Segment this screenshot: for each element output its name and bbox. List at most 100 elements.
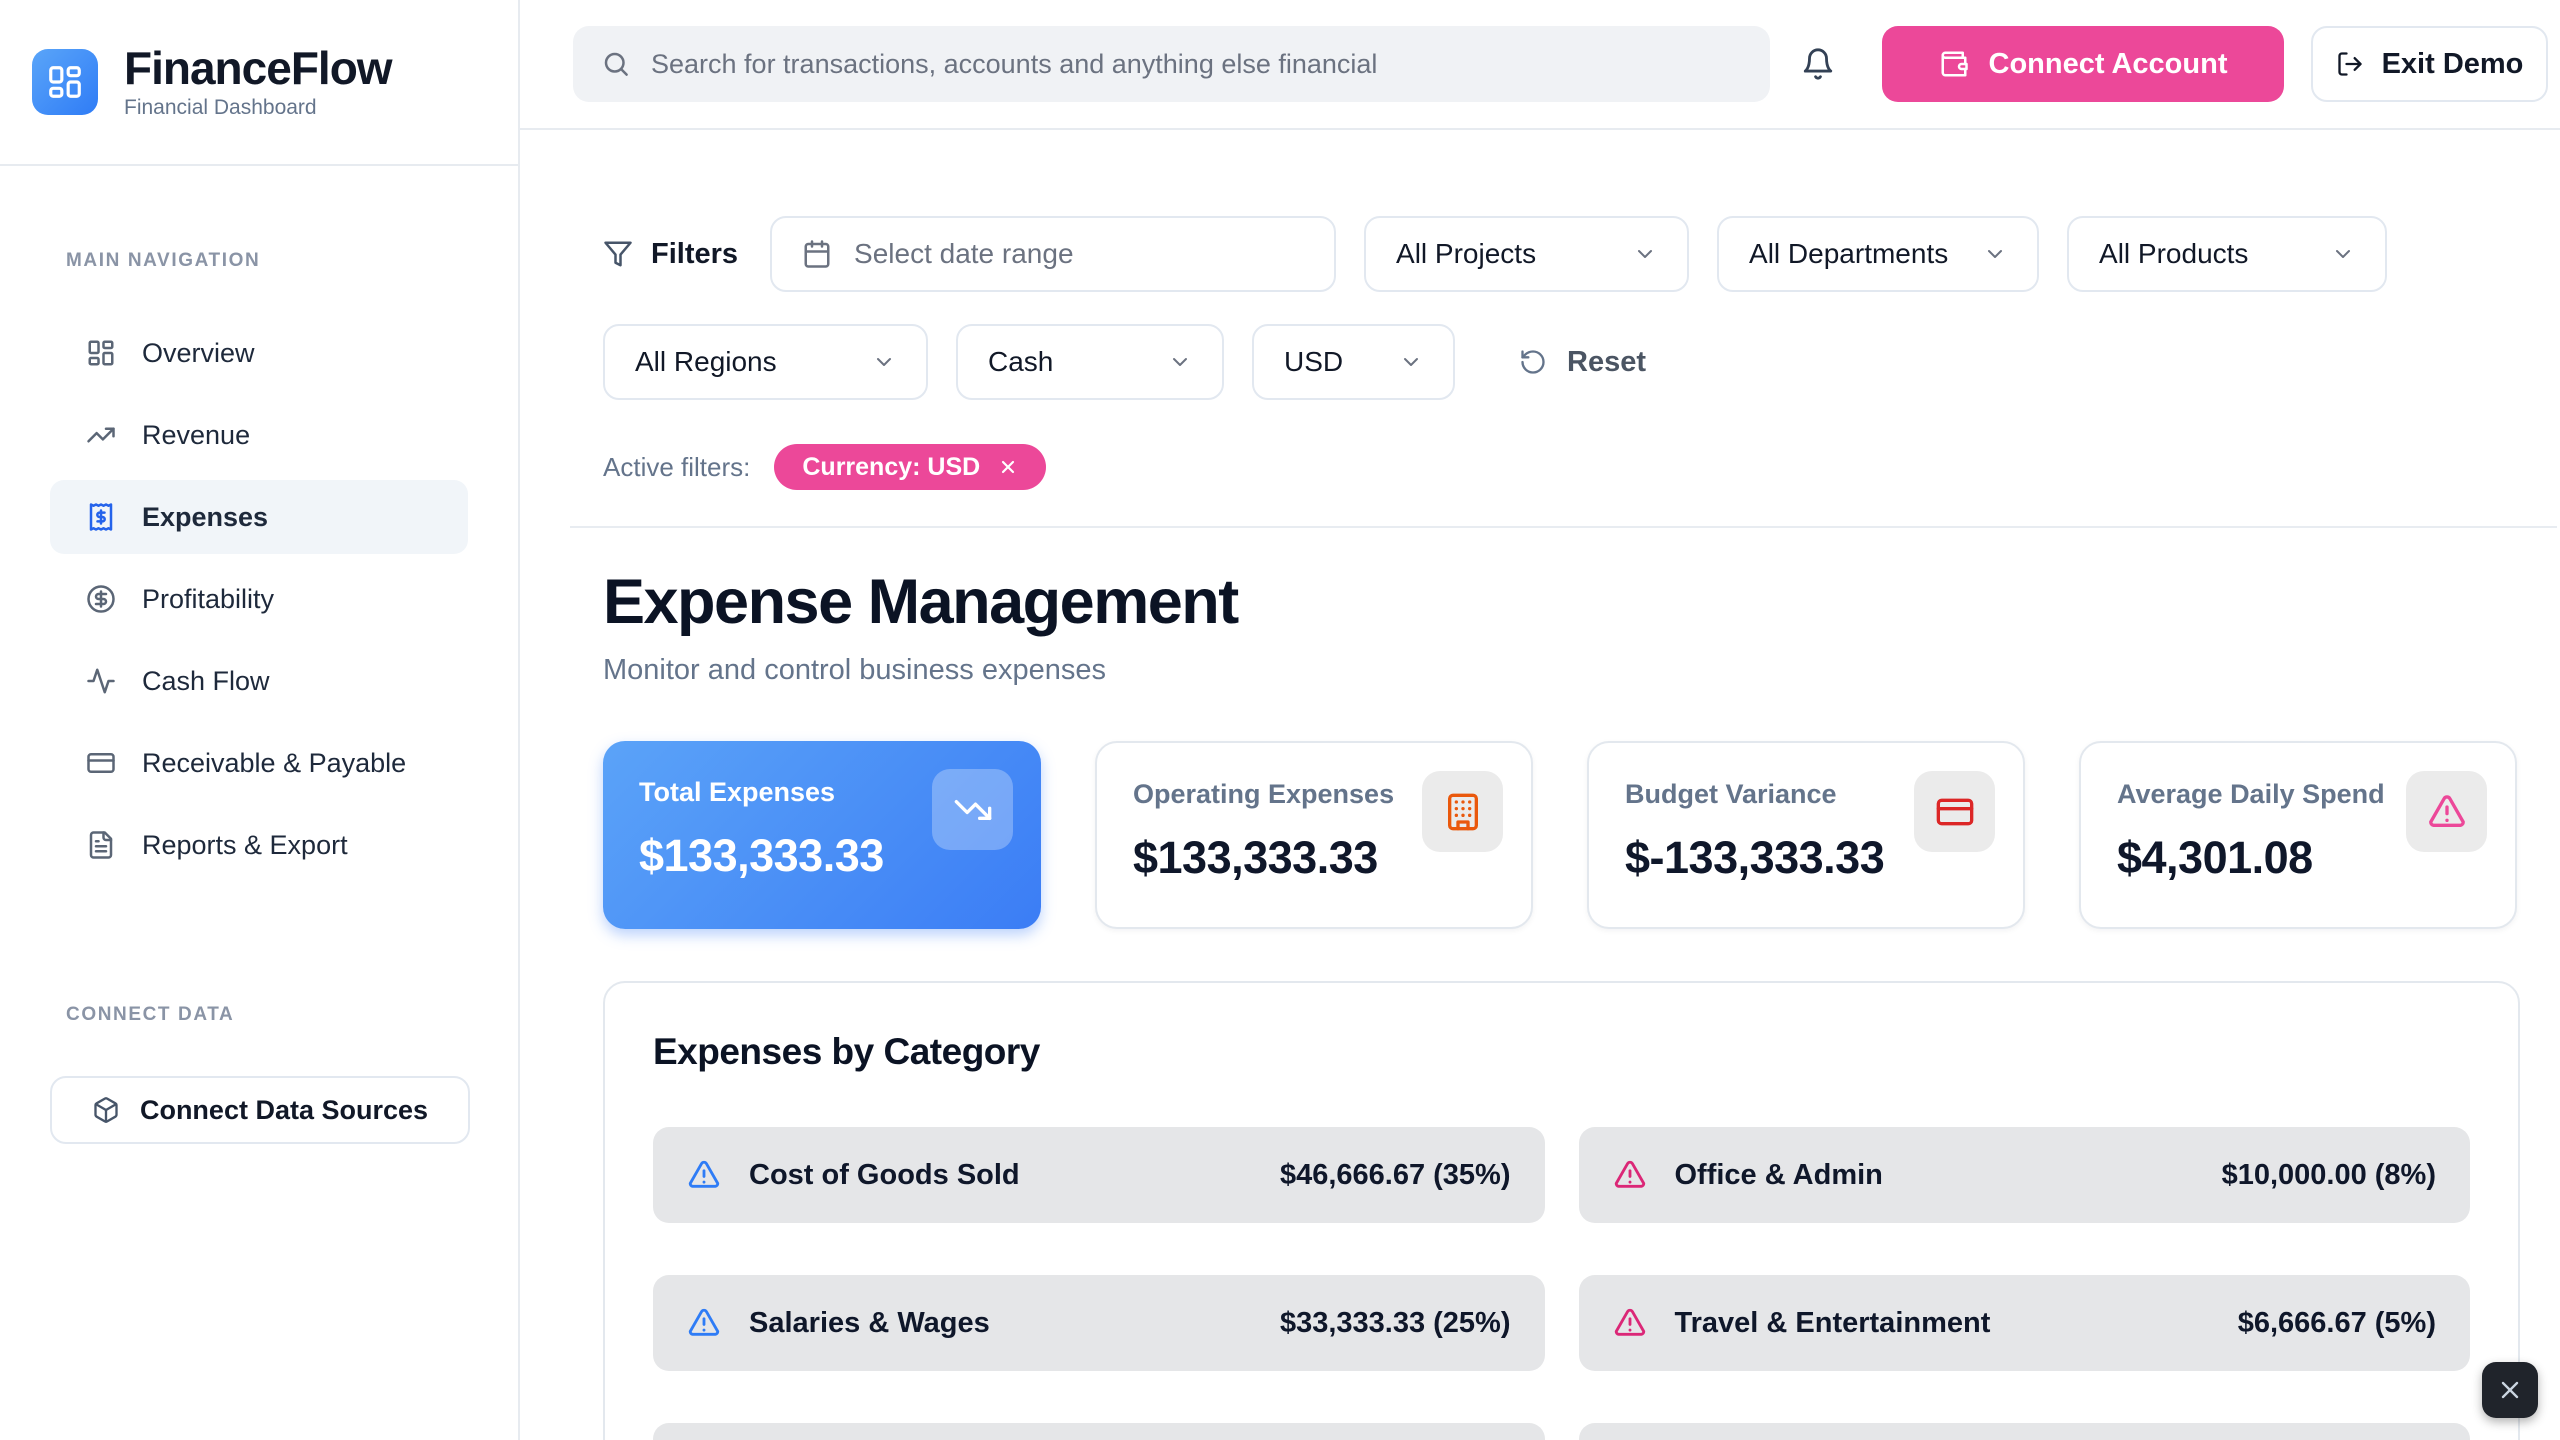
trending-down-icon [932,769,1013,850]
projects-select-value: All Projects [1396,238,1537,269]
bell-icon [1801,47,1835,81]
layout-dashboard-icon [86,338,116,368]
active-filters-row: Active filters: Currency: USD [603,444,2560,490]
kpi-cards: Total Expenses $133,333.33 Operating Exp… [603,741,2560,929]
sidebar-item-label: Reports & Export [142,829,348,860]
alert-triangle-icon [1613,1306,1647,1340]
kpi-average-daily-spend: Average Daily Spend $4,301.08 [2079,741,2517,929]
reset-label: Reset [1567,345,1646,378]
alert-triangle-icon [2406,771,2487,852]
chevron-down-icon [1399,350,1423,374]
exit-demo-button[interactable]: Exit Demo [2311,26,2548,102]
sidebar-item-reports-export[interactable]: Reports & Export [50,808,468,882]
chevron-down-icon [1168,350,1192,374]
notifications-button[interactable] [1794,40,1842,88]
products-select[interactable]: All Products [2067,216,2388,292]
category-value: $6,666.67 (5%) [2237,1306,2436,1339]
connect-account-label: Connect Account [1988,47,2228,80]
connect-account-button[interactable]: Connect Account [1882,26,2284,102]
kpi-value: $133,333.33 [639,830,884,881]
chevron-down-icon [1633,242,1657,266]
rotate-ccw-icon [1519,348,1547,376]
kpi-total-expenses: Total Expenses $133,333.33 [603,741,1041,929]
chevron-down-icon [1983,242,2007,266]
filter-funnel-icon [603,239,633,269]
payment-method-select[interactable]: Cash [956,324,1224,400]
kpi-label: Average Daily Spend [2117,779,2385,809]
category-row-professional-services: Professional Services $3,333.33 (3%) [1578,1423,2470,1440]
nav-section-title: MAIN NAVIGATION [66,250,261,271]
active-filter-chip[interactable]: Currency: USD [774,444,1047,490]
page-subtitle: Monitor and control business expenses [603,654,1106,686]
category-row-salaries-wages: Salaries & Wages $33,333.33 (25%) [653,1275,1545,1371]
regions-select-value: All Regions [635,346,777,377]
calendar-icon [802,239,832,269]
sidebar-item-label: Receivable & Payable [142,747,407,778]
kpi-value: $4,301.08 [2117,832,2313,883]
currency-select-value: USD [1284,346,1344,377]
reset-filters-button[interactable]: Reset [1519,346,1646,379]
kpi-budget-variance: Budget Variance $-133,333.33 [1587,741,2025,929]
filters-row-2: All Regions Cash USD Reset [603,324,2560,400]
brand-text: FinanceFlow Financial Dashboard [124,41,393,120]
expenses-by-category-panel: Expenses by Category Cost of Goods Sold … [603,981,2520,1440]
chevron-down-icon [2331,242,2355,266]
remove-filter-icon[interactable] [998,457,1018,477]
category-label: Travel & Entertainment [1674,1306,1991,1339]
sidebar-item-receivable-payable[interactable]: Receivable & Payable [50,726,468,800]
kpi-operating-expenses: Operating Expenses $133,333.33 [1095,741,1533,929]
search-box[interactable] [573,26,1770,102]
date-range-placeholder: Select date range [854,238,1074,269]
chevron-down-icon [872,350,896,374]
circle-dollar-icon [86,584,116,614]
active-filters-label: Active filters: [603,451,751,482]
activity-icon [86,666,116,696]
date-range-input[interactable]: Select date range [770,216,1337,292]
page-title: Expense Management [603,567,1239,637]
credit-card-icon [86,748,116,778]
products-select-value: All Products [2099,238,2249,269]
close-overlay-button[interactable] [2482,1362,2538,1418]
projects-select[interactable]: All Projects [1364,216,1690,292]
credit-card-icon [1914,771,1995,852]
departments-select[interactable]: All Departments [1717,216,2040,292]
wallet-icon [1939,49,1969,79]
section-divider [570,526,2557,528]
kpi-value: $-133,333.33 [1625,832,1885,883]
regions-select[interactable]: All Regions [603,324,928,400]
kpi-value: $133,333.33 [1133,832,1378,883]
sidebar-item-label: Revenue [142,419,251,450]
category-value: $33,333.33 (25%) [1279,1306,1511,1339]
active-filter-chip-label: Currency: USD [802,452,981,481]
sidebar-item-overview[interactable]: Overview [50,316,468,390]
sidebar-item-profitability[interactable]: Profitability [50,562,468,636]
alert-triangle-icon [1613,1158,1647,1192]
sidebar-item-expenses[interactable]: Expenses [50,480,468,554]
connect-data-sources-label: Connect Data Sources [139,1094,429,1125]
departments-select-value: All Departments [1749,238,1949,269]
kpi-label: Total Expenses [639,777,836,807]
search-input[interactable] [651,48,1742,80]
category-label: Salaries & Wages [749,1306,990,1339]
search-icon [601,49,631,79]
app-tagline: Financial Dashboard [124,96,317,120]
package-icon [92,1096,120,1124]
sidebar-item-label: Overview [142,337,255,368]
filters-label: Filters [603,238,738,271]
connect-data-section-title: CONNECT DATA [66,1004,235,1025]
sidebar-item-label: Expenses [142,501,269,532]
brand: FinanceFlow Financial Dashboard [0,0,518,166]
category-value: $46,666.67 (35%) [1279,1158,1511,1191]
kpi-label: Operating Expenses [1133,779,1395,809]
kpi-label: Budget Variance [1625,779,1837,809]
app-name: FinanceFlow [124,41,393,94]
filters-row-1: Filters Select date range All Projects A… [603,216,2560,292]
category-row-travel-entertainment: Travel & Entertainment $6,666.67 (5%) [1578,1275,2470,1371]
category-label: Office & Admin [1674,1158,1883,1191]
sidebar-item-revenue[interactable]: Revenue [50,398,468,472]
sidebar-item-cash-flow[interactable]: Cash Flow [50,644,468,718]
file-text-icon [86,830,116,860]
connect-data-sources-button[interactable]: Connect Data Sources [50,1076,470,1144]
currency-select[interactable]: USD [1252,324,1455,400]
